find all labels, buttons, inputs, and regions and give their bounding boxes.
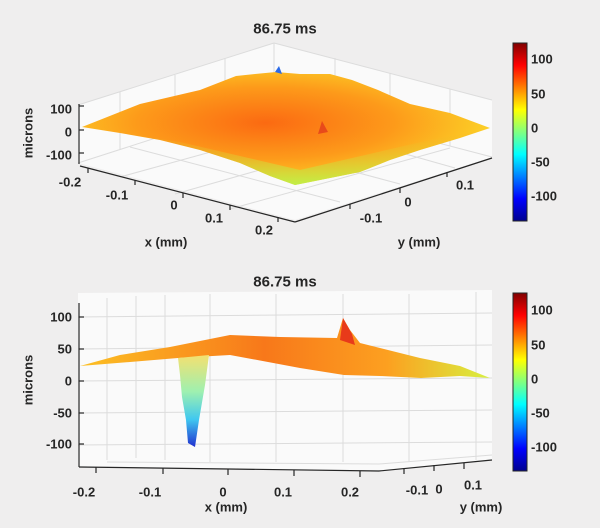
bottom-z-tick: 100 [50, 309, 72, 325]
top-colorbar-tick: 100 [531, 51, 553, 67]
top-x-tick: 0.2 [254, 222, 274, 238]
bottom-colorbar-tick: -100 [531, 439, 558, 455]
top-y-tick: -0.1 [359, 210, 383, 226]
top-surface [82, 66, 490, 185]
bottom-y-tick: 0.1 [463, 477, 483, 493]
bottom-colorbar-tick: -50 [531, 405, 550, 421]
top-z-tick: -100 [45, 147, 72, 163]
bottom-chart-title: 86.75 ms [253, 273, 317, 291]
top-x-tick: -0.1 [105, 187, 129, 203]
bottom-spike [340, 318, 355, 345]
top-z-tick: 0 [64, 124, 72, 140]
bottom-y-axis-label: y (mm) [459, 499, 503, 515]
bottom-z-tick: 0 [64, 373, 72, 389]
top-colorbar-tick: -50 [531, 154, 550, 170]
bottom-y-tick: 0 [435, 481, 443, 497]
bottom-z-axis-label: microns [20, 354, 36, 406]
bottom-x-tick: 0 [219, 484, 227, 500]
top-x-tick: -0.2 [58, 174, 82, 190]
bottom-x-tick: 0.1 [273, 484, 293, 500]
top-chart-title: 86.75 ms [253, 20, 317, 38]
top-x-axis-label: x (mm) [144, 234, 188, 250]
bottom-x-axis-label: x (mm) [204, 499, 248, 515]
bottom-z-tick: 50 [57, 341, 72, 357]
top-colorbar-tick: 0 [531, 120, 539, 136]
top-x-tick: 0.1 [204, 210, 224, 226]
bottom-x-tick: -0.2 [72, 484, 96, 500]
top-axis-lines [78, 104, 493, 223]
top-spike [318, 121, 328, 134]
bottom-trough [178, 355, 209, 447]
top-y-tick: 0 [404, 194, 412, 210]
bottom-colorbar-tick: 0 [531, 371, 539, 387]
top-colorbar [512, 42, 528, 222]
top-z-tick: 100 [50, 101, 72, 117]
bottom-x-tick: -0.1 [138, 484, 162, 500]
bottom-x-tick: 0.2 [340, 484, 360, 500]
top-colorbar-tick: -100 [531, 188, 558, 204]
bottom-axes-box [77, 290, 493, 471]
top-y-axis-label: y (mm) [397, 234, 441, 250]
top-z-axis-label: microns [20, 107, 36, 159]
bottom-colorbar [512, 292, 528, 472]
top-x-tick: 0 [170, 197, 178, 213]
bottom-surface [80, 318, 490, 447]
bottom-z-tick: -50 [53, 405, 72, 421]
bottom-colorbar-tick: 50 [531, 337, 546, 353]
bottom-y-tick: -0.1 [405, 482, 429, 498]
bottom-colorbar-tick: 100 [531, 302, 553, 318]
bottom-axis-lines [78, 303, 493, 477]
top-y-tick: 0.1 [455, 177, 475, 193]
top-colorbar-tick: 50 [531, 86, 546, 102]
bottom-z-tick: -100 [45, 436, 72, 452]
top-trough-edge [275, 66, 282, 74]
